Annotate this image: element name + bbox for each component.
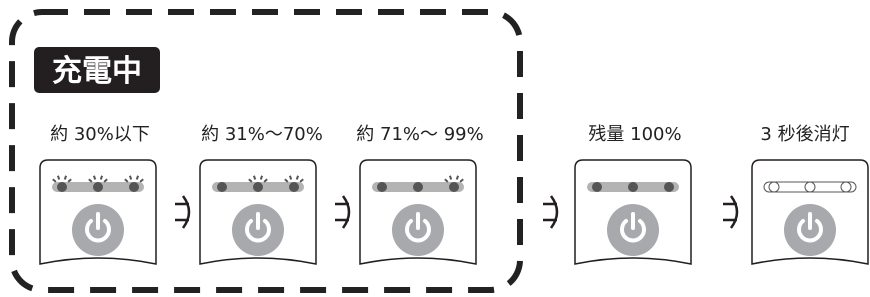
led [664, 182, 674, 192]
stage-label: 約 71%〜 99% [356, 124, 483, 145]
blink-ray [58, 176, 59, 180]
stage-label: 3 秒後消灯 [760, 124, 849, 145]
led [129, 182, 139, 192]
arrow [335, 196, 349, 228]
led [217, 182, 227, 192]
led [449, 182, 459, 192]
blink-ray [101, 176, 102, 180]
arrow [175, 196, 189, 228]
devices [40, 160, 868, 264]
led [805, 182, 815, 192]
blink-ray [290, 176, 291, 180]
stage-label: 残量 100% [588, 124, 681, 145]
blink-ray [254, 176, 255, 180]
stage-label: 約 30%以下 [50, 124, 150, 145]
led [289, 182, 299, 192]
led [769, 182, 779, 192]
arrow [543, 196, 557, 228]
blink-ray [94, 176, 95, 180]
led [253, 182, 263, 192]
blink-ray [261, 176, 262, 180]
stage-label: 約 31%〜70% [201, 124, 323, 145]
led [93, 182, 103, 192]
blink-ray [65, 176, 66, 180]
blink-ray [457, 176, 458, 180]
led [377, 182, 387, 192]
led [841, 182, 851, 192]
badge: 充電中 [52, 54, 142, 89]
led [592, 182, 602, 192]
blink-ray [297, 176, 298, 180]
led [628, 182, 638, 192]
blink-ray [130, 176, 131, 180]
blink-ray [137, 176, 138, 180]
blink-ray [450, 176, 451, 180]
diagram: 充電中 約 30%以下 約 31%〜70% 約 71%〜 99% 残量 100% 3 秒… [0, 0, 870, 297]
led [413, 182, 423, 192]
led [57, 182, 67, 192]
arrow [723, 196, 737, 228]
